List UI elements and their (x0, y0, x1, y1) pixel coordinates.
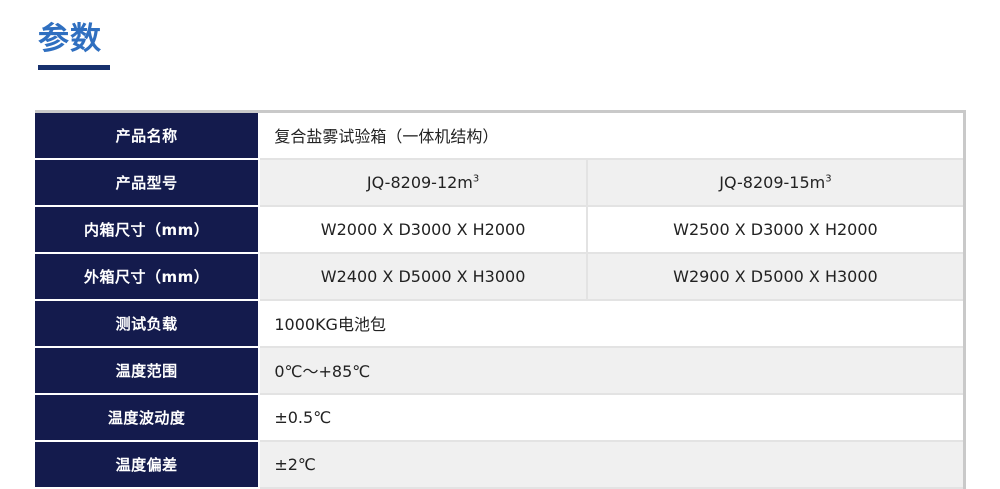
table-row: 产品型号 JQ-8209-12m3 JQ-8209-15m3 (35, 158, 966, 207)
spec-label-cell: 外箱尺寸（mm） (35, 252, 261, 301)
spec-label-cell: 温度波动度 (35, 393, 261, 442)
spec-label-cell: 产品型号 (35, 158, 261, 207)
specifications-table: 产品名称 复合盐雾试验箱（一体机结构） 产品型号 JQ-8209-12m3 JQ-820… (35, 110, 966, 489)
spec-value-cell: 1000KG电池包 (259, 299, 966, 348)
table-row: 产品名称 复合盐雾试验箱（一体机结构） (35, 111, 966, 160)
spec-value-cell: W2400 X D5000 X H3000 (259, 252, 588, 301)
table-row: 温度范围 0℃～+85℃ (35, 346, 966, 395)
table-row: 测试负载 1000KG电池包 (35, 299, 966, 348)
spec-value-cell: 复合盐雾试验箱（一体机结构） (259, 111, 966, 160)
spec-value-cell: ±2℃ (259, 440, 966, 489)
title-underline-rule (38, 65, 110, 70)
spec-label-cell: 产品名称 (35, 111, 261, 160)
section-heading: 参数 (38, 21, 438, 70)
specifications-table-container: 产品名称 复合盐雾试验箱（一体机结构） 产品型号 JQ-8209-12m3 JQ-820… (35, 110, 966, 489)
specifications-table-body: 产品名称 复合盐雾试验箱（一体机结构） 产品型号 JQ-8209-12m3 JQ-820… (35, 111, 966, 489)
table-row: 温度波动度 ±0.5℃ (35, 393, 966, 442)
spec-value-cell: 0℃～+85℃ (259, 346, 966, 395)
table-row: 内箱尺寸（mm） W2000 X D3000 X H2000 W2500 X D30… (35, 205, 966, 254)
table-row: 外箱尺寸（mm） W2400 X D5000 X H3000 W2900 X D50… (35, 252, 966, 301)
spec-value-cell: W2500 X D3000 X H2000 (586, 205, 966, 254)
spec-value-cell: W2000 X D3000 X H2000 (259, 205, 588, 254)
page-title: 参数 (38, 21, 102, 57)
spec-label-cell: 测试负载 (35, 299, 261, 348)
spec-label-cell: 温度偏差 (35, 440, 261, 489)
spec-value-cell: ±0.5℃ (259, 393, 966, 442)
spec-value-cell: JQ-8209-15m3 (586, 158, 966, 207)
spec-label-cell: 温度范围 (35, 346, 261, 395)
spec-value-cell: W2900 X D5000 X H3000 (586, 252, 966, 301)
parameters-page: 参数 产品名称 复合盐雾试验箱（一体机结构） 产品型号 JQ-8209-12m3 JQ-… (35, 21, 966, 489)
table-row: 温度偏差 ±2℃ (35, 440, 966, 489)
spec-label-cell: 内箱尺寸（mm） (35, 205, 261, 254)
spec-value-cell: JQ-8209-12m3 (259, 158, 588, 207)
